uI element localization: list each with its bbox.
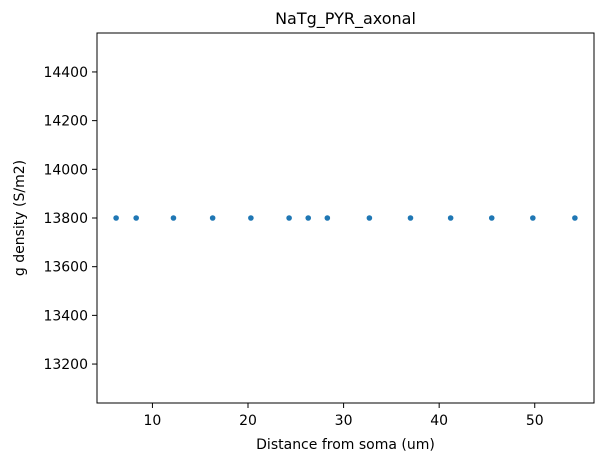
y-tick-label: 14400 (43, 65, 88, 81)
y-tick-label: 13600 (43, 260, 88, 276)
data-points (113, 215, 578, 221)
x-tick-label: 30 (335, 413, 353, 429)
x-tick-label: 50 (526, 413, 544, 429)
data-point (407, 215, 414, 221)
data-point (488, 215, 495, 221)
data-point (305, 215, 312, 221)
data-point (366, 215, 373, 221)
data-point (530, 215, 536, 221)
y-tick-label: 13400 (43, 308, 88, 324)
data-point (170, 215, 177, 221)
data-point (324, 215, 331, 221)
y-axis-label: g density (S/m2) (12, 160, 28, 276)
data-point (572, 215, 578, 221)
x-axis: 10 20 30 40 50 (144, 403, 544, 429)
data-point (286, 215, 292, 221)
x-tick-label: 40 (430, 413, 448, 429)
x-tick-label: 10 (144, 413, 162, 429)
y-tick-label: 14000 (43, 162, 88, 178)
data-point (209, 215, 216, 221)
data-point (113, 215, 119, 221)
data-point (447, 215, 454, 221)
x-tick-label: 20 (239, 413, 257, 429)
y-tick-label: 14200 (43, 114, 88, 130)
y-axis: 13200 13400 13600 13800 14000 14200 14400 (43, 65, 97, 373)
chart-title: NaTg_PYR_axonal (275, 9, 416, 29)
data-point (133, 215, 139, 221)
y-tick-label: 13200 (43, 357, 88, 373)
x-axis-label: Distance from soma (um) (256, 437, 435, 453)
data-point (248, 215, 254, 221)
y-tick-label: 13800 (43, 211, 88, 227)
